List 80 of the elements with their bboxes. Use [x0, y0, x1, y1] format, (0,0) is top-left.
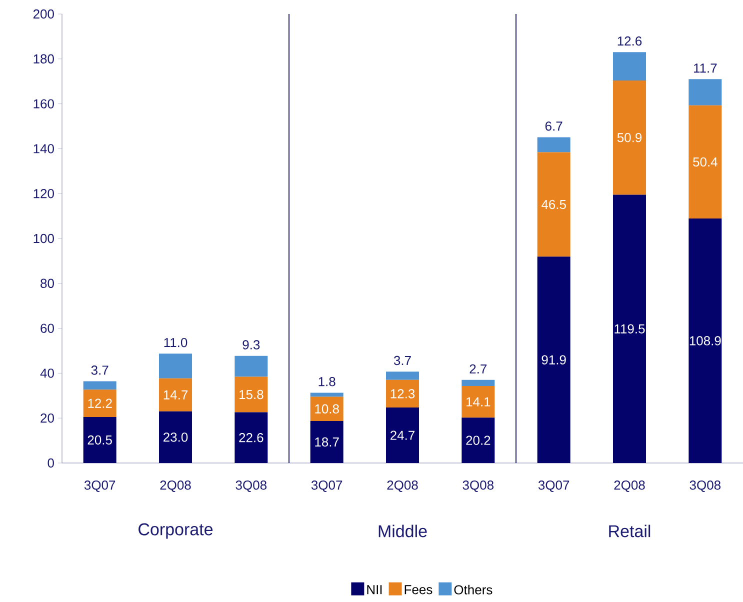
data-label: 9.3: [242, 340, 260, 350]
y-tick-label: 120: [34, 188, 54, 198]
data-label: 15.8: [240, 390, 264, 400]
data-label: 14.1: [466, 397, 490, 406]
text: Middle: [378, 524, 427, 538]
bar: [234, 412, 268, 463]
bar: [462, 380, 495, 386]
data-label: 108.9: [690, 336, 721, 346]
x-tick-label: 2Q08: [387, 480, 418, 492]
y-tick-label: 80: [40, 278, 54, 288]
data-label: 23.0: [164, 432, 188, 442]
data-label: 10.8: [315, 404, 339, 414]
data-label: 6.7: [545, 122, 562, 131]
data-label: 11.7: [694, 64, 717, 73]
data-label: 1.8: [318, 377, 336, 386]
data-label: 22.6: [239, 433, 264, 442]
y-tick-label: 20: [40, 413, 54, 423]
y-tick-label: 140: [34, 144, 54, 154]
data-label: 2.7: [470, 364, 487, 374]
x-tick-label: 3Q08: [236, 480, 267, 492]
x-tick-label: 3Q07: [84, 480, 116, 492]
data-label: 119.5: [614, 324, 645, 334]
data-label: 3.7: [91, 366, 108, 375]
data-label: 12.6: [618, 36, 642, 46]
bar: [613, 194, 646, 463]
data-label: 91.9: [542, 355, 566, 364]
bar: [462, 386, 495, 418]
y-tick-label: 100: [34, 234, 54, 244]
y-tick-label: 60: [40, 324, 54, 333]
bar: [310, 396, 344, 422]
y-tick-label: 200: [33, 9, 54, 19]
bar: [537, 152, 570, 257]
bar: [159, 354, 192, 378]
bar: [234, 356, 268, 377]
data-label: 18.7: [315, 437, 339, 447]
bar: [386, 372, 419, 380]
x-tick-label: 3Q08: [690, 480, 721, 492]
x-tick-label: 2Q08: [160, 480, 191, 492]
data-label: 24.7: [390, 430, 414, 440]
bar: [688, 218, 722, 463]
bar: [537, 137, 570, 152]
data-label: 46.5: [541, 200, 566, 210]
bar: [83, 416, 116, 463]
y-tick-label: 160: [34, 99, 54, 108]
bar: [613, 80, 646, 195]
bar: [462, 418, 495, 463]
y-tick-label: 40: [40, 368, 54, 378]
bar: [537, 256, 570, 463]
x-tick-label: 3Q07: [538, 480, 570, 492]
bar: [613, 52, 646, 80]
legend-label: Others: [454, 584, 492, 594]
data-label: 14.7: [164, 390, 188, 400]
x-tick-label: 2Q08: [614, 480, 645, 492]
data-label: 20.2: [466, 436, 490, 445]
legend-label: Fees: [404, 585, 432, 594]
data-label: 12.2: [88, 398, 112, 408]
bar: [310, 392, 344, 397]
bar: [83, 381, 116, 390]
data-label: 50.9: [617, 132, 642, 142]
data-label: 3.7: [394, 356, 411, 366]
bar: [386, 380, 419, 408]
bar: [159, 411, 192, 463]
bar: [83, 390, 116, 417]
x-tick-label: 3Q08: [462, 480, 494, 492]
bar: [386, 408, 419, 463]
bar: [234, 376, 268, 412]
legend-label: NII: [367, 585, 382, 594]
bar: [159, 378, 192, 412]
bar: [688, 79, 722, 106]
data-label: 12.3: [390, 389, 415, 398]
text: Corporate: [138, 523, 213, 539]
data-label: 11.0: [164, 338, 188, 348]
bar: [310, 421, 344, 463]
y-tick-label: 0: [48, 458, 54, 468]
y-tick-label: 180: [34, 54, 54, 64]
bar: [688, 105, 722, 219]
data-label: 50.4: [693, 157, 718, 167]
data-label: 20.5: [88, 435, 112, 445]
text: Retail: [609, 524, 650, 538]
x-tick-label: 3Q07: [311, 480, 342, 492]
